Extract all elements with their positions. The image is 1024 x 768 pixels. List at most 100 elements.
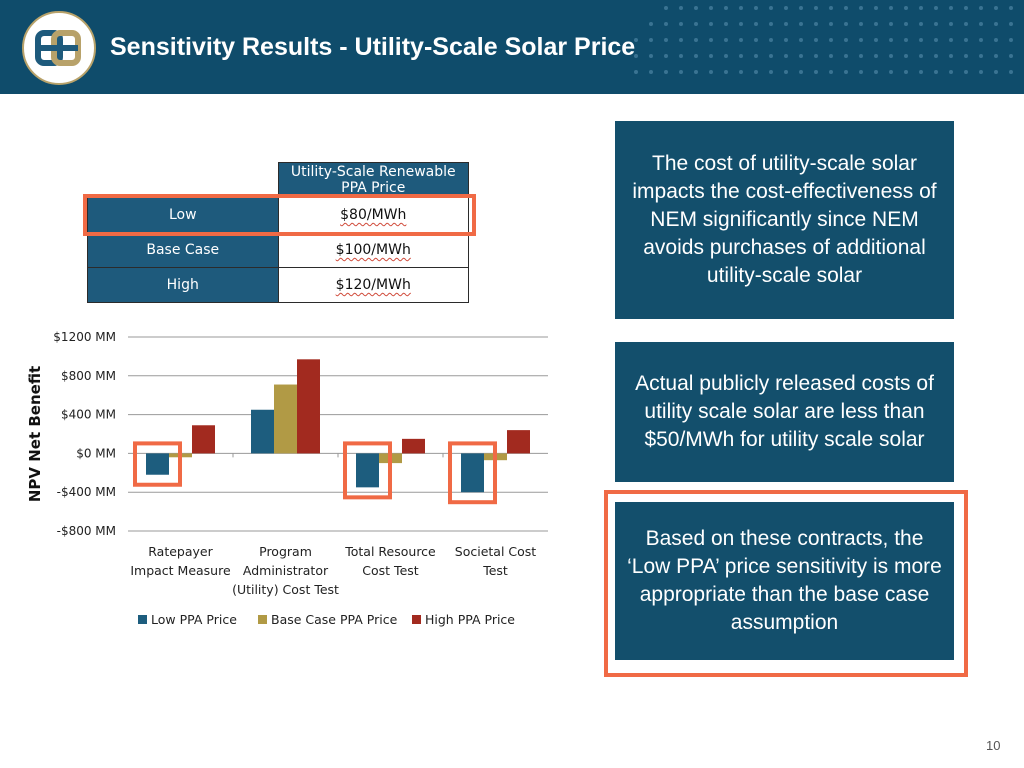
decorative-dot	[799, 22, 803, 26]
decorative-dot	[679, 38, 683, 42]
decorative-dot	[814, 38, 818, 42]
table-row-value: $120/MWh	[277, 267, 469, 303]
decorative-dot	[919, 54, 923, 58]
decorative-dot	[889, 38, 893, 42]
decorative-dot	[859, 70, 863, 74]
x-category-label: Societal Cost	[455, 544, 537, 559]
low-row-highlight-frame	[83, 194, 476, 236]
decorative-dot	[934, 70, 938, 74]
decorative-dot	[964, 6, 968, 10]
decorative-dot	[694, 22, 698, 26]
table-row-label: Low	[87, 197, 279, 233]
x-category-label: Ratepayer	[148, 544, 213, 559]
decorative-dot	[994, 6, 998, 10]
header-bar: Sensitivity Results - Utility-Scale Sola…	[0, 0, 1024, 94]
decorative-dot	[904, 38, 908, 42]
decorative-dot	[634, 70, 638, 74]
decorative-dot	[919, 38, 923, 42]
decorative-dot	[694, 70, 698, 74]
decorative-dot	[844, 38, 848, 42]
table-row-label: High	[87, 267, 279, 303]
decorative-dot	[799, 6, 803, 10]
decorative-dot	[904, 54, 908, 58]
callout-conclusion: Based on these contracts, the ‘Low PPA’ …	[615, 502, 954, 660]
decorative-dot	[964, 54, 968, 58]
decorative-dot	[739, 38, 743, 42]
bar-high-ppa-price	[192, 425, 215, 454]
decorative-dot	[799, 54, 803, 58]
decorative-dot	[829, 54, 833, 58]
bar-low-ppa-price	[356, 453, 379, 488]
decorative-dot	[889, 54, 893, 58]
decorative-dot	[784, 70, 788, 74]
table-row-value: $80/MWh	[277, 197, 469, 233]
decorative-dot	[934, 54, 938, 58]
decorative-dot	[724, 38, 728, 42]
decorative-dot	[664, 70, 668, 74]
decorative-dot	[709, 38, 713, 42]
decorative-dot	[1009, 70, 1013, 74]
decorative-dot	[769, 38, 773, 42]
decorative-dot	[724, 54, 728, 58]
decorative-dot	[994, 38, 998, 42]
decorative-dot	[769, 6, 773, 10]
company-logo	[22, 11, 96, 85]
decorative-dot	[994, 22, 998, 26]
decorative-dot	[844, 22, 848, 26]
decorative-dot	[964, 22, 968, 26]
decorative-dot	[844, 6, 848, 10]
decorative-dot	[979, 22, 983, 26]
decorative-dot	[949, 54, 953, 58]
conclusion-highlight-frame	[604, 490, 968, 677]
decorative-dot	[874, 70, 878, 74]
decorative-dot	[634, 54, 638, 58]
decorative-dot	[964, 38, 968, 42]
decorative-dot	[859, 6, 863, 10]
table-row-label: Base Case	[87, 232, 279, 268]
decorative-dot	[724, 6, 728, 10]
low-ppa-highlight-frame	[448, 441, 497, 505]
callout-actual-costs: Actual publicly released costs of utilit…	[615, 342, 954, 482]
y-tick-label: $0 MM	[76, 446, 116, 460]
decorative-dot	[934, 6, 938, 10]
x-category-label: Test	[482, 563, 508, 578]
y-tick-label: $800 MM	[61, 369, 116, 383]
decorative-dot	[874, 54, 878, 58]
decorative-dot	[754, 70, 758, 74]
y-tick-label: -$400 MM	[57, 485, 116, 499]
x-category-label: Administrator	[243, 563, 329, 578]
legend-swatch	[258, 615, 267, 624]
decorative-dot	[694, 38, 698, 42]
decorative-dot	[949, 38, 953, 42]
decorative-dot	[739, 54, 743, 58]
decorative-dot	[709, 54, 713, 58]
decorative-dot	[664, 38, 668, 42]
table-row-low: Low $80/MWh	[87, 197, 469, 233]
decorative-dot	[979, 38, 983, 42]
dot-pattern-decoration	[634, 6, 1013, 74]
decorative-dot	[874, 38, 878, 42]
decorative-dot	[634, 38, 638, 42]
decorative-dot	[904, 70, 908, 74]
legend-swatch	[138, 615, 147, 624]
decorative-dot	[754, 54, 758, 58]
x-category-label: Total Resource	[344, 544, 436, 559]
logo-mark-icon	[35, 30, 81, 66]
decorative-dot	[649, 70, 653, 74]
decorative-dot	[904, 6, 908, 10]
decorative-dot	[784, 54, 788, 58]
x-category-label: Impact Measure	[130, 563, 231, 578]
decorative-dot	[814, 22, 818, 26]
decorative-dot	[754, 22, 758, 26]
table-header-row: Utility-Scale Renewable PPA Price	[87, 162, 469, 198]
decorative-dot	[649, 38, 653, 42]
decorative-dot	[949, 6, 953, 10]
decorative-dot	[649, 54, 653, 58]
decorative-dot	[694, 6, 698, 10]
decorative-dot	[709, 70, 713, 74]
decorative-dot	[874, 6, 878, 10]
x-category-label: (Utility) Cost Test	[232, 582, 339, 597]
decorative-dot	[829, 70, 833, 74]
decorative-dot	[979, 54, 983, 58]
decorative-dot	[859, 38, 863, 42]
